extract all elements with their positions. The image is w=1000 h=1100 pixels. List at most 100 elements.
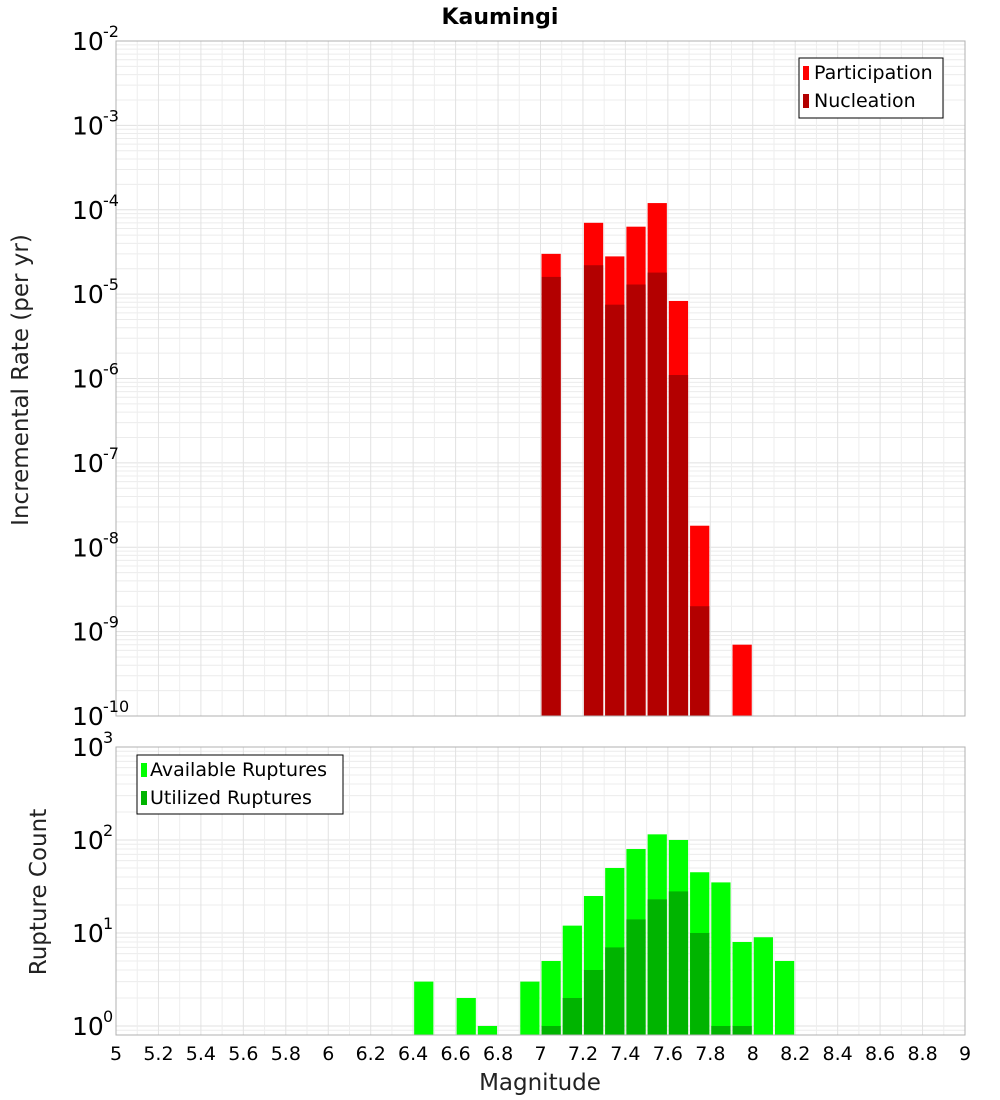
x-tick-label: 5.6: [228, 1043, 258, 1065]
top-bar-nucleation: [690, 606, 710, 716]
top-bar-nucleation: [626, 284, 646, 716]
top-y-tick-label: 10 -6: [72, 360, 119, 394]
legend-swatch-available-ruptures: [141, 763, 147, 777]
top-plot-frame: [115, 40, 966, 717]
bottom-bar-available-ruptures: [711, 882, 731, 1035]
tick-base: 10: [72, 1012, 104, 1041]
bottom-bar-utilized-ruptures: [690, 932, 710, 1035]
bottom-bar-available-ruptures: [732, 942, 752, 1035]
bottom-bar-utilized-ruptures: [626, 919, 646, 1035]
top-y-tick-label: 10 -7: [72, 444, 119, 478]
bottom-y-tick-label: 10 1: [72, 914, 113, 948]
x-tick-label: 5: [110, 1043, 122, 1065]
legend-label-participation: Participation: [814, 62, 933, 84]
top-legend: Participation Nucleation: [798, 57, 944, 119]
top-y-tick-label: 10 -2: [72, 22, 119, 56]
bottom-legend-box: [136, 754, 344, 815]
x-tick-label: 6.6: [440, 1043, 470, 1065]
x-tick-label: 8.4: [823, 1043, 853, 1065]
legend-swatch-nucleation: [803, 94, 809, 108]
bottom-bar-available-ruptures: [753, 937, 773, 1035]
tick-base: 10: [72, 702, 104, 731]
top-y-tick-label: 10 -9: [72, 613, 119, 647]
x-axis-label: Magnitude: [479, 1070, 601, 1096]
chart-title: Kaumingi: [442, 5, 559, 30]
x-tick-label: 7.2: [568, 1043, 598, 1065]
top-bar-nucleation: [647, 272, 667, 716]
bottom-bar-utilized-ruptures: [711, 1025, 731, 1035]
x-tick-label: 5.8: [271, 1043, 301, 1065]
bottom-bar-utilized-ruptures: [605, 947, 625, 1035]
bottom-bar-utilized-ruptures: [562, 997, 582, 1035]
tick-base: 10: [72, 111, 104, 140]
top-y-axis-label: Incremental Rate (per yr): [8, 234, 34, 526]
tick-base: 10: [72, 365, 104, 394]
tick-exponent: -3: [103, 106, 119, 125]
legend-label-utilized-ruptures: Utilized Ruptures: [150, 787, 312, 809]
x-tick-label: 8: [747, 1043, 759, 1065]
tick-exponent: -6: [103, 360, 119, 379]
tick-exponent: -7: [103, 444, 119, 463]
x-tick-label: 6.8: [483, 1043, 513, 1065]
bottom-y-tick-label: 10 2: [72, 821, 113, 855]
bottom-bar-utilized-ruptures: [668, 891, 689, 1035]
tick-base: 10: [72, 733, 104, 762]
legend-label-nucleation: Nucleation: [814, 90, 916, 112]
tick-base: 10: [72, 27, 104, 56]
tick-exponent: -9: [103, 613, 119, 632]
bottom-bar-available-ruptures: [541, 960, 561, 1035]
tick-base: 10: [72, 919, 104, 948]
top-bar-nucleation: [668, 375, 689, 716]
tick-base: 10: [72, 280, 104, 309]
bottom-bar-utilized-ruptures: [541, 1025, 561, 1035]
bottom-bar-utilized-ruptures: [732, 1025, 752, 1035]
x-tick-label: 5.2: [143, 1043, 173, 1065]
x-tick-label: 7: [534, 1043, 546, 1065]
tick-exponent: 0: [103, 1007, 113, 1026]
tick-exponent: 3: [103, 728, 113, 747]
tick-exponent: 2: [103, 821, 113, 840]
x-tick-labels: 5 5.2 5.4 5.6 5.8 6 6.2 6.4 6.6 6.8 7 7.2 7.4 7.6 7.8 8…: [110, 1043, 971, 1065]
top-grid: [115, 40, 966, 717]
x-tick-label: 5.4: [186, 1043, 216, 1065]
tick-exponent: -8: [103, 528, 119, 547]
top-y-tick-label: 10 -10: [72, 697, 129, 731]
bottom-bar-utilized-ruptures: [647, 899, 667, 1035]
bottom-legend: Available Ruptures Utilized Ruptures: [136, 754, 344, 815]
tick-exponent: -10: [103, 697, 129, 716]
tick-exponent: 1: [103, 914, 113, 933]
tick-base: 10: [72, 449, 104, 478]
bottom-y-tick-label: 10 3: [72, 728, 113, 762]
bottom-bars: [414, 834, 795, 1035]
x-tick-label: 6: [322, 1043, 334, 1065]
tick-base: 10: [72, 618, 104, 647]
x-tick-label: 6.4: [398, 1043, 428, 1065]
legend-swatch-participation: [803, 66, 809, 80]
bottom-bar-available-ruptures: [477, 1025, 498, 1035]
top-bar-participation: [732, 644, 752, 716]
bottom-y-tick-label: 10 0: [72, 1007, 113, 1041]
legend-swatch-utilized-ruptures: [141, 791, 147, 805]
legend-label-available-ruptures: Available Ruptures: [150, 759, 327, 781]
top-bars: [541, 203, 752, 716]
top-bar-nucleation: [541, 276, 561, 716]
tick-base: 10: [72, 533, 104, 562]
top-y-tick-label: 10 -5: [72, 275, 119, 309]
bottom-bar-available-ruptures: [774, 960, 795, 1035]
bottom-bar-available-ruptures: [520, 981, 540, 1035]
tick-exponent: -5: [103, 275, 119, 294]
x-tick-label: 7.8: [695, 1043, 725, 1065]
tick-base: 10: [72, 196, 104, 225]
top-y-tick-label: 10 -3: [72, 106, 119, 140]
tick-base: 10: [72, 826, 104, 855]
x-tick-label: 7.6: [653, 1043, 683, 1065]
bottom-bar-available-ruptures: [456, 997, 476, 1035]
top-legend-box: [798, 57, 944, 119]
bottom-bar-available-ruptures: [414, 981, 434, 1035]
bottom-plot-frame: [115, 746, 966, 1036]
